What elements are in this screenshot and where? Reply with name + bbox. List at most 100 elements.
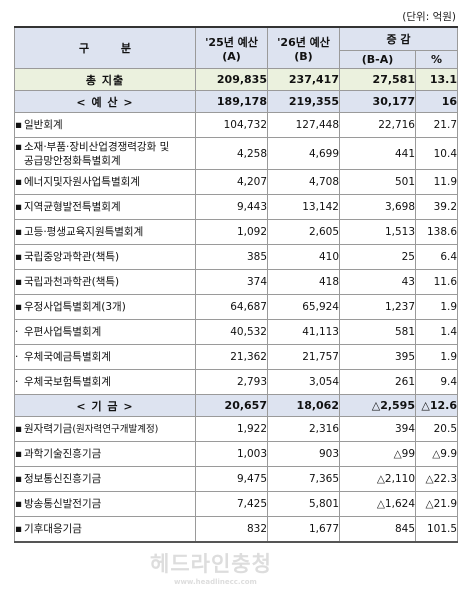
row-diff: 441	[339, 137, 416, 170]
row-label: ▪ 정보통신진흥기금	[14, 466, 196, 492]
row-label-text: 일반회계	[24, 119, 63, 131]
header-pct: %	[414, 50, 459, 69]
row-pct: 20.5	[414, 416, 459, 442]
row-diff: 1,237	[339, 294, 416, 320]
row-pct: 1.9	[414, 344, 459, 370]
row-label-line2: 공급망안정화특별회계	[24, 154, 121, 167]
table-row: ▪ 방송통신발전기금 7,425 5,801 △1,624 △21.9	[14, 491, 459, 517]
table-row: ▪ 정보통신진흥기금 9,475 7,365 △2,110 △22.3	[14, 466, 459, 492]
header-col-a-line2: (A)	[222, 49, 241, 63]
row-label-text: 소재·부품·장비산업경쟁력강화 및	[24, 140, 170, 153]
table-row: · 우체국보험특별회계 2,793 3,054 261 9.4	[14, 369, 459, 395]
row-bullet: ·	[15, 351, 19, 363]
total-pct: 13.1	[414, 68, 459, 91]
row-label: ▪ 국립중앙과학관(책특)	[14, 244, 196, 270]
row-b: 127,448	[267, 112, 340, 138]
row-label-text: 정보통신진흥기금	[24, 473, 102, 485]
watermark-main: 헤드라인충청	[150, 552, 272, 576]
row-label: ▪ 일반회계	[14, 112, 196, 138]
row-label-text: 국립중앙과학관(책특)	[24, 251, 120, 263]
row-a: 9,443	[195, 194, 268, 220]
row-pct: 21.7	[414, 112, 459, 138]
table-row: ▪ 과학기술진흥기금 1,003 903 △99 △9.9	[14, 441, 459, 467]
row-b: 4,708	[267, 169, 340, 195]
row-a: 9,475	[195, 466, 268, 492]
header-col-b-line2: (B)	[294, 49, 313, 63]
row-bullet: ▪	[15, 251, 23, 263]
row-label: · 우체국보험특별회계	[14, 369, 196, 395]
row-pct: △21.9	[414, 491, 459, 517]
row-label: ▪ 소재·부품·장비산업경쟁력강화 및 공급망안정화특별회계	[14, 137, 196, 170]
table-row: ▪ 고등·평생교육지원특별회계 1,092 2,605 1,513 138.6	[14, 219, 459, 245]
row-diff: 25	[339, 244, 416, 270]
row-pct: 1.4	[414, 319, 459, 345]
fund-section-b: 18,062	[267, 394, 340, 417]
row-pct: 101.5	[414, 516, 459, 543]
row-label-text: 우정사업특별회계(3개)	[24, 301, 126, 313]
header-col-b-line1: '26년 예산	[277, 35, 330, 49]
row-label: · 우체국예금특별회계	[14, 344, 196, 370]
row-pct: 9.4	[414, 369, 459, 395]
row-label-text: 과학기술진흥기금	[24, 448, 102, 460]
row-label-small: (원자력연구개발계정)	[72, 423, 159, 435]
table-body: 총 지출 209,835 237,417 27,581 13.1 < 예 산 >…	[14, 68, 459, 543]
row-label: ▪ 에너지및자원사업특별회계	[14, 169, 196, 195]
row-pct: 10.4	[414, 137, 459, 170]
watermark-logo: 헤드라인충청 www.headlinecc.com	[150, 548, 320, 588]
total-b: 237,417	[267, 68, 340, 91]
row-b: 21,757	[267, 344, 340, 370]
row-diff: △1,624	[339, 491, 416, 517]
row-b: 418	[267, 269, 340, 295]
budget-section-b: 219,355	[267, 90, 340, 113]
table-row: · 우편사업특별회계 40,532 41,113 581 1.4	[14, 319, 459, 345]
row-b: 410	[267, 244, 340, 270]
row-label: ▪ 고등·평생교육지원특별회계	[14, 219, 196, 245]
row-diff: 1,513	[339, 219, 416, 245]
row-bullet: ▪	[15, 523, 23, 535]
row-b: 4,699	[267, 137, 340, 170]
row-diff: △2,110	[339, 466, 416, 492]
row-a: 1,922	[195, 416, 268, 442]
row-a: 832	[195, 516, 268, 543]
row-b: 41,113	[267, 319, 340, 345]
row-label: ▪ 원자력기금(원자력연구개발계정)	[14, 416, 196, 442]
row-pct: 6.4	[414, 244, 459, 270]
row-bullet: ▪	[15, 140, 23, 153]
table-row: ▪ 우정사업특별회계(3개) 64,687 65,924 1,237 1.9	[14, 294, 459, 320]
row-label: ▪ 우정사업특별회계(3개)	[14, 294, 196, 320]
row-pct: 11.9	[414, 169, 459, 195]
row-bullet: ▪	[15, 448, 23, 460]
row-label-text: 기후대응기금	[24, 523, 82, 535]
row-a: 2,793	[195, 369, 268, 395]
table-row: ▪ 원자력기금(원자력연구개발계정) 1,922 2,316 394 20.5	[14, 416, 459, 442]
total-a: 209,835	[195, 68, 268, 91]
row-a: 64,687	[195, 294, 268, 320]
row-b: 13,142	[267, 194, 340, 220]
header-col-a-line1: '25년 예산	[205, 35, 258, 49]
row-a: 40,532	[195, 319, 268, 345]
row-label-text: 지역균형발전특별회계	[24, 201, 121, 213]
row-label-text: 고등·평생교육지원특별회계	[24, 226, 144, 238]
table-row: ▪ 일반회계 104,732 127,448 22,716 21.7	[14, 112, 459, 138]
fund-section-pct: △12.6	[414, 394, 459, 417]
unit-label: (단위: 억원)	[402, 11, 456, 23]
budget-section-diff: 30,177	[339, 90, 416, 113]
row-label-text: 방송통신발전기금	[24, 498, 102, 510]
total-label: 총 지출	[14, 68, 196, 91]
row-diff: 3,698	[339, 194, 416, 220]
budget-section-row: < 예 산 > 189,178 219,355 30,177 16	[14, 90, 459, 113]
row-a: 21,362	[195, 344, 268, 370]
row-label-text: 원자력기금	[24, 422, 73, 435]
row-b: 3,054	[267, 369, 340, 395]
table-row: ▪ 국립과천과학관(책특) 374 418 43 11.6	[14, 269, 459, 295]
row-diff: 22,716	[339, 112, 416, 138]
row-b: 2,605	[267, 219, 340, 245]
row-b: 5,801	[267, 491, 340, 517]
watermark-sub: www.headlinecc.com	[174, 578, 257, 586]
total-diff: 27,581	[339, 68, 416, 91]
row-label: · 우편사업특별회계	[14, 319, 196, 345]
budget-section-a: 189,178	[195, 90, 268, 113]
row-diff: 581	[339, 319, 416, 345]
row-bullet: ▪	[15, 301, 23, 313]
table-row: · 우체국예금특별회계 21,362 21,757 395 1.9	[14, 344, 459, 370]
